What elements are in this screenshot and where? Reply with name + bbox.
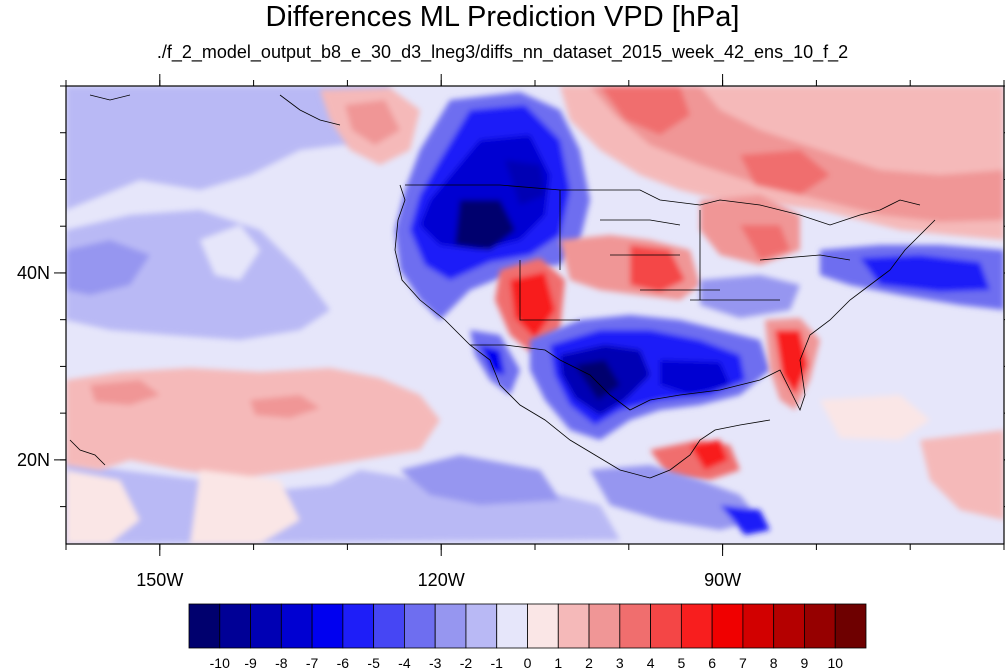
map-subtitle: ./f_2_model_output_b8_e_30_d3_lneg3/diff… bbox=[156, 42, 849, 62]
colorbar-tick-label: -8 bbox=[275, 655, 288, 671]
colorbar-tick-label: 2 bbox=[585, 655, 593, 671]
central-america-negative-zone bbox=[590, 465, 770, 535]
colorbar-swatch bbox=[588, 603, 621, 649]
colorbar-swatch bbox=[404, 603, 436, 649]
colorbar-swatch bbox=[742, 603, 775, 649]
map-title: Differences ML Prediction VPD [hPa] bbox=[265, 1, 740, 33]
colorbar-tick-label: 5 bbox=[677, 655, 685, 671]
caribbean-positive-zone bbox=[650, 395, 1004, 520]
colorbar-swatch bbox=[311, 603, 344, 649]
colorbar-swatch bbox=[342, 603, 375, 649]
coastlines bbox=[69, 94, 936, 479]
colorbar-tick-label: 3 bbox=[616, 655, 624, 671]
colorbar-tick-label: -9 bbox=[244, 655, 257, 671]
colorbar-swatch bbox=[373, 603, 405, 649]
colorbar-swatch bbox=[219, 603, 251, 649]
baja-negative-zone bbox=[470, 330, 520, 395]
central-plains-positive-zone bbox=[560, 195, 800, 300]
colorbar-swatch bbox=[527, 603, 559, 649]
lon-tick-label: 120W bbox=[418, 570, 465, 590]
lat-tick-label: 40N bbox=[17, 263, 50, 283]
lat-tick-label: 20N bbox=[17, 450, 50, 470]
colorbar-tick-label: 10 bbox=[827, 655, 843, 671]
lon-tick-label: 150W bbox=[136, 570, 183, 590]
axis-ticks: 150W 120W 90W 40N 20N bbox=[17, 74, 1005, 590]
colorbar-tick-label: -4 bbox=[398, 655, 411, 671]
florida-positive-zone bbox=[765, 318, 820, 410]
four-corners-positive-zone bbox=[495, 258, 565, 352]
colorbar-swatch bbox=[465, 603, 498, 649]
colorbar-swatch bbox=[280, 603, 313, 649]
subtropical-pacific-positive-zone bbox=[66, 368, 440, 544]
colorbar-swatch bbox=[650, 603, 682, 649]
colorbar-tick-label: -7 bbox=[306, 655, 319, 671]
colorbar-tick-label: -6 bbox=[337, 655, 350, 671]
colorbar-swatch bbox=[711, 603, 744, 649]
colorbar-swatch bbox=[496, 603, 528, 649]
canada-positive-zone bbox=[320, 86, 1004, 240]
colorbar-tick-label: 1 bbox=[554, 655, 562, 671]
colorbar-tick-label: -2 bbox=[460, 655, 473, 671]
colorbar: -10 -9 -8 -7 -6 -5 -4 -3 -2 -1 0 1 2 3 4 5 6 7 8 9 10 bbox=[188, 603, 867, 671]
colorbar-swatch bbox=[188, 603, 221, 649]
colorbar-tick-label: 9 bbox=[801, 655, 809, 671]
colorbar-swatch bbox=[619, 603, 651, 649]
contour-field bbox=[66, 86, 1004, 544]
texas-negative-zone bbox=[530, 315, 770, 440]
colorbar-swatch bbox=[804, 603, 836, 649]
atlantic-negative-zone bbox=[700, 245, 1004, 318]
colorbar-tick-label: -1 bbox=[491, 655, 504, 671]
colorbar-swatch bbox=[773, 603, 805, 649]
colorbar-tick-label: 8 bbox=[770, 655, 778, 671]
colorbar-swatch bbox=[834, 603, 867, 649]
colorbar-swatch bbox=[434, 603, 467, 649]
colorbar-tick-label: -10 bbox=[210, 655, 230, 671]
colorbar-tick-label: 7 bbox=[739, 655, 747, 671]
colorbar-tick-label: 4 bbox=[647, 655, 655, 671]
colorbar-tick-label: 6 bbox=[708, 655, 716, 671]
lon-tick-label: 90W bbox=[704, 570, 741, 590]
great-basin-negative-zone bbox=[395, 92, 590, 320]
colorbar-swatch bbox=[250, 603, 282, 649]
colorbar-tick-label: -3 bbox=[429, 655, 442, 671]
colorbar-swatch bbox=[557, 603, 590, 649]
colorbar-tick-label: -5 bbox=[367, 655, 380, 671]
colorbar-swatch bbox=[680, 603, 713, 649]
colorbar-tick-label: 0 bbox=[524, 655, 532, 671]
